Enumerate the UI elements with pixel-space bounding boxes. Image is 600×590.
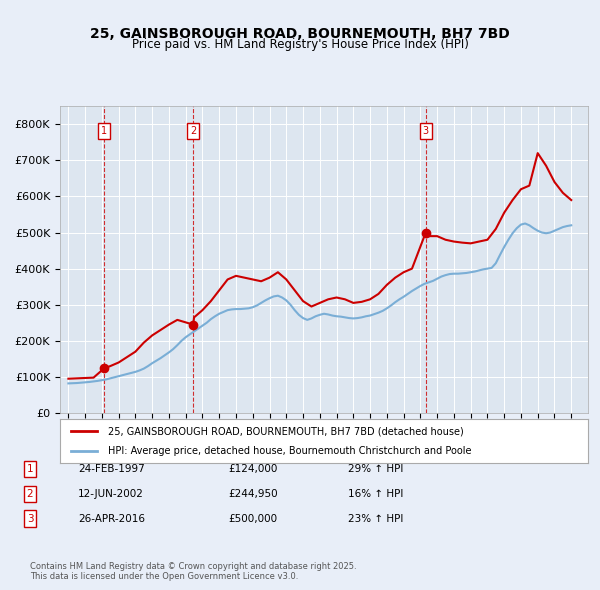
Text: 25, GAINSBOROUGH ROAD, BOURNEMOUTH, BH7 7BD (detached house): 25, GAINSBOROUGH ROAD, BOURNEMOUTH, BH7 … bbox=[107, 427, 463, 436]
Text: 3: 3 bbox=[422, 126, 429, 136]
Text: 29% ↑ HPI: 29% ↑ HPI bbox=[348, 464, 403, 474]
Text: £124,000: £124,000 bbox=[228, 464, 277, 474]
Text: 1: 1 bbox=[101, 126, 107, 136]
Text: 16% ↑ HPI: 16% ↑ HPI bbox=[348, 489, 403, 499]
Text: 25, GAINSBOROUGH ROAD, BOURNEMOUTH, BH7 7BD: 25, GAINSBOROUGH ROAD, BOURNEMOUTH, BH7 … bbox=[90, 27, 510, 41]
Text: Price paid vs. HM Land Registry's House Price Index (HPI): Price paid vs. HM Land Registry's House … bbox=[131, 38, 469, 51]
Text: 2: 2 bbox=[190, 126, 196, 136]
Text: HPI: Average price, detached house, Bournemouth Christchurch and Poole: HPI: Average price, detached house, Bour… bbox=[107, 446, 471, 455]
Text: 1: 1 bbox=[26, 464, 34, 474]
Text: £500,000: £500,000 bbox=[228, 514, 277, 523]
Text: £244,950: £244,950 bbox=[228, 489, 278, 499]
Text: 23% ↑ HPI: 23% ↑ HPI bbox=[348, 514, 403, 523]
Text: 26-APR-2016: 26-APR-2016 bbox=[78, 514, 145, 523]
Text: 2: 2 bbox=[26, 489, 34, 499]
Text: 3: 3 bbox=[26, 514, 34, 523]
Text: 12-JUN-2002: 12-JUN-2002 bbox=[78, 489, 144, 499]
Text: 24-FEB-1997: 24-FEB-1997 bbox=[78, 464, 145, 474]
Text: Contains HM Land Registry data © Crown copyright and database right 2025.
This d: Contains HM Land Registry data © Crown c… bbox=[30, 562, 356, 581]
